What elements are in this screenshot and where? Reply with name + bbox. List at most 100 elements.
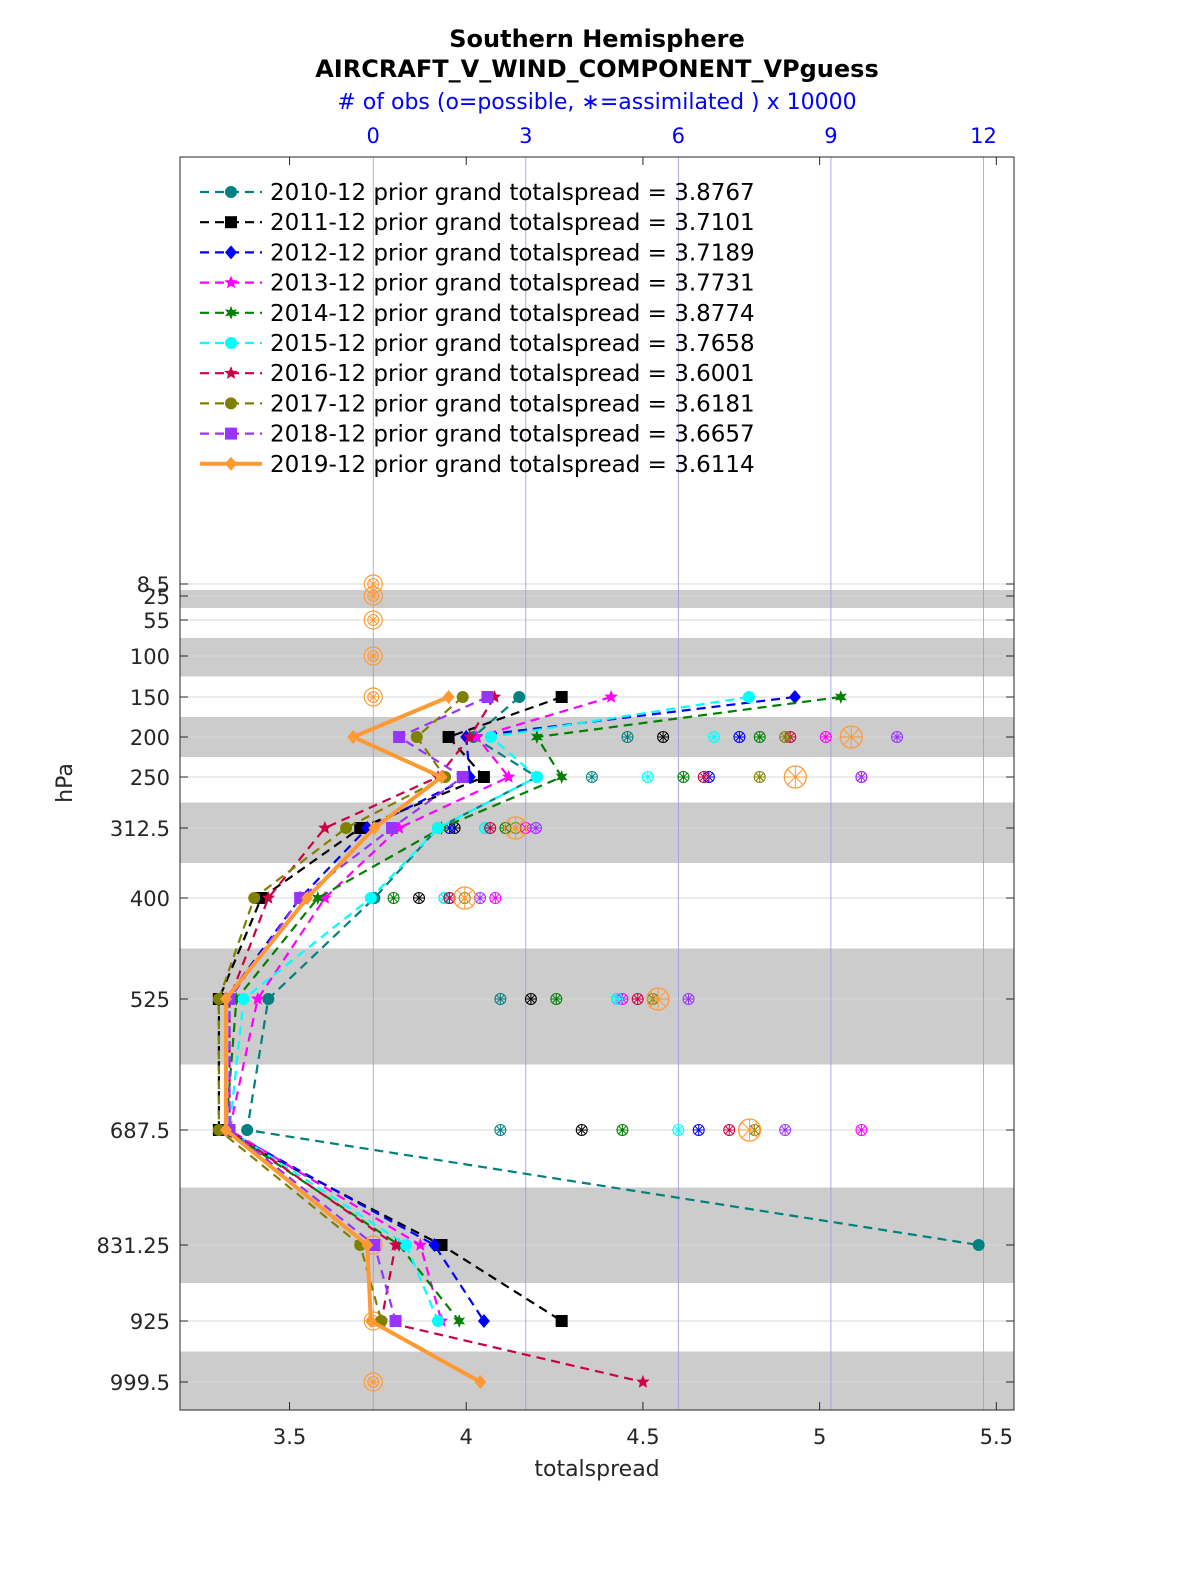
obs-assimilated-marker: [699, 772, 709, 782]
marker: [368, 1239, 381, 1251]
obs-assimilated-marker: [684, 994, 693, 1004]
obs-zero-ring: [363, 1372, 383, 1392]
marker: [463, 730, 477, 743]
marker: [442, 690, 455, 704]
marker: [477, 771, 490, 783]
obs-assimilated-marker: [496, 1125, 505, 1135]
obs-zero-ring: [363, 687, 383, 707]
obs-assimilated-marker: [857, 1125, 866, 1135]
y-tick-label: 200: [130, 726, 170, 750]
legend-entry: 2013-12 prior grand totalspread = 3.7731: [270, 271, 755, 297]
marker: [248, 892, 261, 904]
obs-assimilated-marker: [780, 1125, 790, 1135]
marker: [386, 822, 399, 834]
obs-assimilated-marker: [618, 1125, 627, 1135]
marker: [212, 1124, 225, 1136]
obs-assimilated-marker: [531, 823, 541, 833]
obs-assimilated-marker: [369, 615, 378, 625]
plot-frame: [179, 156, 1015, 1411]
top-tick-label: 12: [970, 124, 997, 148]
y-tick-label: 925: [130, 1310, 170, 1334]
obs-zero-ring: [363, 586, 383, 606]
marker: [555, 770, 568, 784]
marker: [368, 821, 381, 835]
marker: [431, 1315, 444, 1327]
marker: [230, 992, 243, 1006]
marker: [502, 770, 516, 783]
obs-assimilated-marker: [755, 732, 764, 742]
obs-assimilated-marker: [507, 819, 524, 837]
obs-assimilated-marker: [526, 994, 536, 1004]
obs-assimilated-marker: [456, 889, 473, 907]
obs-assimilated-marker: [649, 990, 667, 1008]
shaded-band: [180, 590, 1014, 608]
legend-entry: 2019-12 prior grand totalspread = 3.6114: [270, 452, 755, 478]
obs-assimilated-marker: [633, 994, 642, 1004]
series-line: [228, 696, 644, 1384]
obs-assimilated-marker: [623, 732, 632, 742]
marker: [470, 730, 484, 743]
shaded-band: [180, 948, 1014, 1065]
legend-entry: 2016-12 prior grand totalspread = 3.6001: [270, 361, 755, 387]
obs-assimilated-marker: [445, 823, 454, 833]
series-line: [223, 695, 482, 1384]
marker: [435, 770, 448, 784]
marker: [636, 1375, 650, 1388]
marker: [241, 1124, 254, 1136]
marker: [410, 731, 423, 743]
legend-entry: 2018-12 prior grand totalspread = 3.6657: [270, 422, 755, 448]
shaded-band: [180, 802, 1014, 863]
marker: [340, 822, 353, 834]
obs-assimilated-marker: [755, 772, 764, 782]
shaded-band: [180, 1351, 1014, 1410]
legend-entry: 2011-12 prior grand totalspread = 3.7101: [270, 210, 755, 236]
marker: [364, 892, 377, 904]
obs-assimilated-marker: [369, 692, 378, 702]
obs-assimilated-marker: [679, 772, 688, 782]
marker: [224, 305, 238, 320]
chart-title: Southern Hemisphere: [449, 25, 745, 53]
marker: [393, 731, 406, 743]
y-axis-label: hPa: [53, 763, 78, 803]
obs-assimilated-marker: [658, 732, 668, 742]
marker: [456, 691, 469, 703]
marker: [477, 1314, 490, 1328]
marker: [413, 1238, 427, 1251]
marker: [347, 730, 360, 744]
marker: [400, 1239, 413, 1251]
y-tick-label: 999.5: [110, 1371, 170, 1395]
marker: [788, 690, 801, 704]
marker: [530, 730, 543, 744]
y-tick-label: 8.5: [137, 573, 170, 597]
obs-assimilated-marker: [389, 893, 398, 903]
x-tick-label: 3.5: [273, 1425, 306, 1449]
marker: [428, 1238, 441, 1252]
y-tick-label: 25: [143, 585, 170, 609]
marker: [225, 397, 237, 410]
series-line: [228, 695, 612, 1322]
marker: [604, 690, 618, 703]
marker: [834, 690, 847, 704]
grid-lines: [180, 157, 1014, 1410]
obs-assimilated-marker: [843, 728, 860, 746]
obs-assimilated-marker: [577, 1125, 586, 1135]
top-tick-label: 9: [824, 124, 837, 148]
marker: [224, 275, 238, 289]
y-tick-label: 150: [130, 686, 170, 710]
obs-assimilated-marker: [445, 893, 454, 903]
obs-assimilated-marker: [552, 994, 561, 1004]
obs-assimilated-marker: [613, 994, 622, 1004]
obs-assimilated-marker: [496, 994, 505, 1004]
x-tick-label: 5.5: [980, 1425, 1013, 1449]
obs-assimilated-marker: [709, 732, 719, 742]
marker: [301, 891, 314, 905]
y-tick-label: 250: [130, 766, 170, 790]
marker: [212, 993, 225, 1005]
x-tick-label: 4: [460, 1425, 473, 1449]
obs-count-markers: [363, 574, 904, 1392]
marker: [364, 1314, 377, 1328]
marker: [261, 891, 275, 904]
series-line: [228, 695, 488, 1322]
obs-assimilated-marker: [787, 768, 804, 786]
